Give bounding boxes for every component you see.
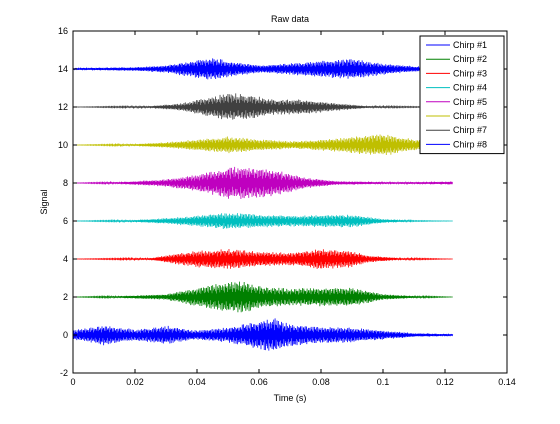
y-tick-label: 16 [58, 26, 68, 36]
x-tick-label: 0.1 [377, 377, 390, 387]
legend-entry: Chirp #3 [453, 68, 487, 78]
legend: Chirp #1 Chirp #2 Chirp #3 Chirp #4 Chirp #5… [419, 35, 505, 155]
legend-entry: Chirp #1 [453, 40, 487, 50]
x-tick-label: 0.14 [498, 377, 516, 387]
series-line-7 [73, 93, 453, 120]
y-tick-label: 6 [63, 216, 68, 226]
y-tick-label: 2 [63, 292, 68, 302]
y-tick-label: 4 [63, 254, 68, 264]
y-tick-label: 14 [58, 64, 68, 74]
y-axis-label: Signal [39, 189, 49, 214]
x-axis-label: Time (s) [274, 393, 307, 403]
y-tick-label: 0 [63, 330, 68, 340]
x-tick-label: 0.06 [250, 377, 268, 387]
legend-entry: Chirp #7 [453, 125, 487, 135]
x-tick-label: 0.08 [312, 377, 330, 387]
series-line-1 [72, 318, 454, 351]
x-tick-label: 0.04 [188, 377, 206, 387]
x-tick-label: 0 [70, 377, 75, 387]
y-tick-label: 10 [58, 140, 68, 150]
y-tick-label: 8 [63, 178, 68, 188]
legend-entry: Chirp #5 [453, 97, 487, 107]
legend-entry: Chirp #6 [453, 111, 487, 121]
legend-entry: Chirp #2 [453, 54, 487, 64]
legend-entry: Chirp #8 [453, 139, 487, 149]
x-tick-label: 0.12 [436, 377, 454, 387]
y-ticks: -2 0 2 4 6 8 10 12 14 16 [58, 26, 507, 378]
y-tick-label: 12 [58, 102, 68, 112]
y-tick-label: -2 [60, 368, 68, 378]
series-line-6 [73, 134, 454, 155]
series-line-2 [73, 281, 453, 313]
series-line-3 [73, 249, 453, 269]
legend-box [419, 35, 505, 155]
legend-entry: Chirp #4 [453, 83, 487, 93]
x-ticks: 0 0.02 0.04 0.06 0.08 0.1 0.12 0.14 [70, 31, 516, 387]
series-layer [72, 58, 454, 351]
chart-title: Raw data [271, 14, 309, 24]
series-line-8 [72, 58, 454, 80]
x-tick-label: 0.02 [126, 377, 144, 387]
axes-box [72, 30, 508, 374]
series-line-4 [73, 213, 453, 229]
series-line-5 [73, 166, 453, 199]
